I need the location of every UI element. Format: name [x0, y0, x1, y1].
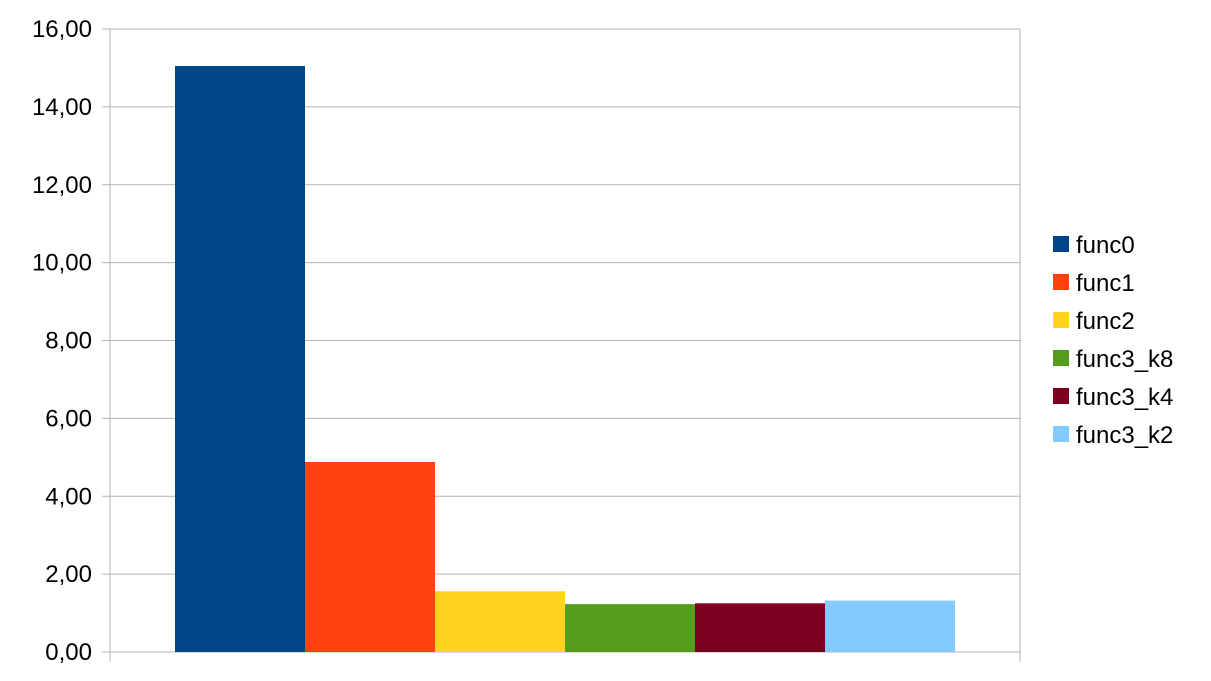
legend-label: func1 [1076, 270, 1135, 297]
y-tick-label: 12,00 [32, 172, 92, 199]
legend-swatch [1053, 236, 1069, 252]
legend-label: func3_k8 [1076, 346, 1173, 373]
bar-func1 [305, 461, 435, 652]
y-tick-label: 0,00 [45, 639, 92, 666]
legend-swatch [1053, 426, 1069, 442]
bar-func2 [435, 591, 565, 652]
legend: func0 func1 func2 func3_k8 func3_k4 func3_k2 [1053, 232, 1173, 449]
bars [175, 65, 955, 653]
legend-swatch [1053, 312, 1069, 328]
legend-swatch [1053, 350, 1069, 366]
y-tick-label: 4,00 [45, 483, 92, 510]
legend-label: func3_k2 [1076, 422, 1173, 449]
y-tick-label: 14,00 [32, 94, 92, 121]
y-tick-label: 6,00 [45, 405, 92, 432]
bar-func3-k2 [825, 600, 955, 652]
y-tick-label: 2,00 [45, 561, 92, 588]
legend-swatch [1053, 388, 1069, 404]
y-tick-label: 16,00 [32, 16, 92, 43]
y-axis: 0,00 2,00 4,00 6,00 8,00 10,00 12,00 14,00 16,00 [32, 16, 92, 666]
bar-func0 [175, 65, 305, 653]
legend-label: func0 [1076, 232, 1135, 259]
bar-func3-k8 [565, 604, 695, 652]
bar-func3-k4 [695, 603, 825, 652]
y-tick-label: 8,00 [45, 328, 92, 355]
legend-label: func2 [1076, 308, 1135, 335]
y-tick-label: 10,00 [32, 250, 92, 277]
legend-swatch [1053, 274, 1069, 290]
legend-label: func3_k4 [1076, 384, 1173, 411]
